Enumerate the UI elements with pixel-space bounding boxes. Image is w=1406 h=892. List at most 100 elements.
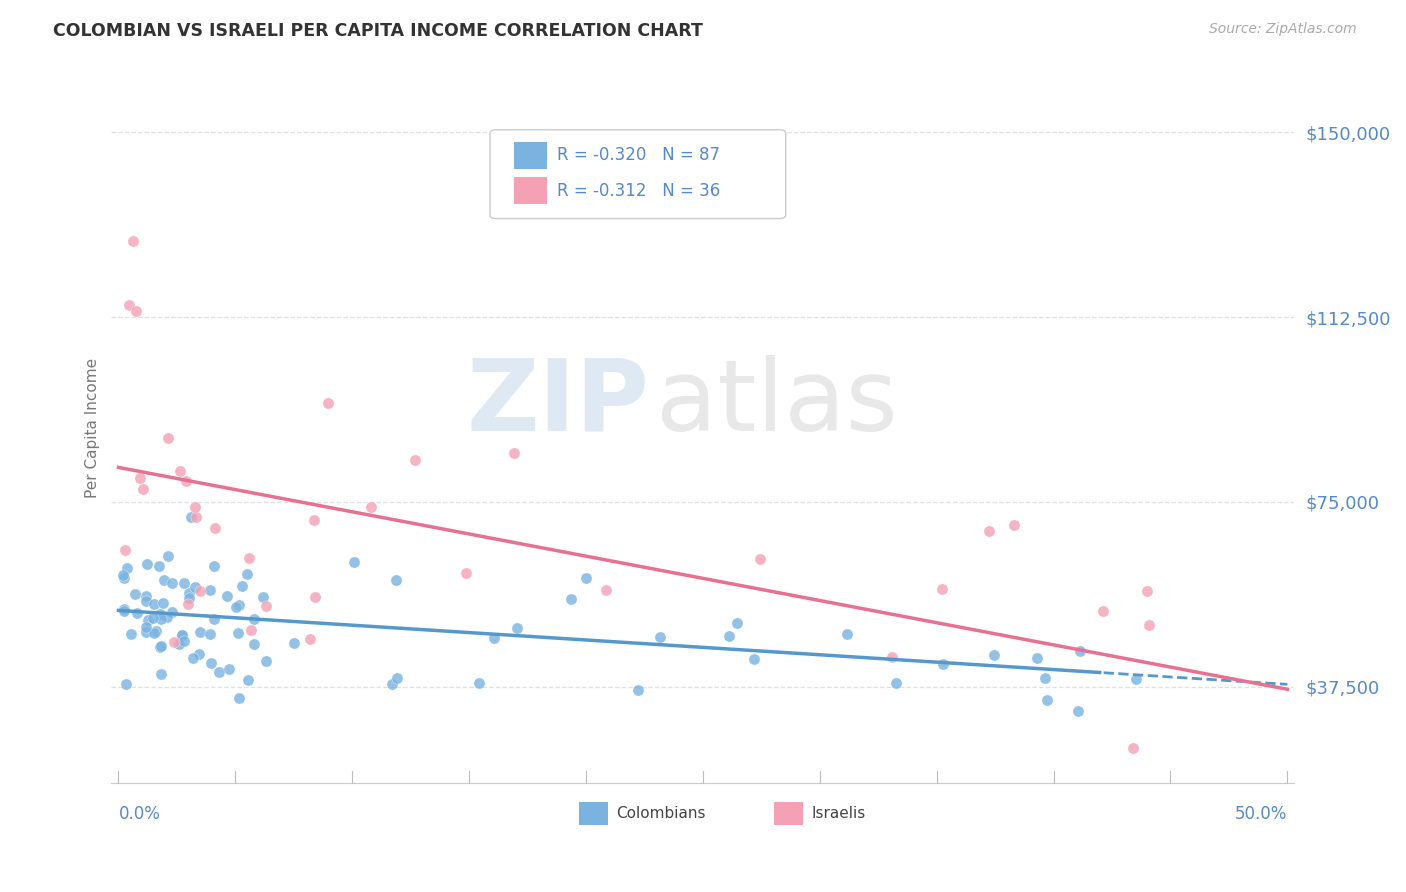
Point: [302, 513, 325, 527]
Point: [381, 677, 404, 691]
Point: [238, 673, 260, 687]
Point: [125, 606, 148, 620]
Point: [184, 509, 207, 524]
Point: [1036, 693, 1059, 707]
Point: [468, 676, 491, 690]
Text: Colombians: Colombians: [617, 806, 706, 821]
Point: [1091, 604, 1114, 618]
Point: [112, 601, 135, 615]
Point: [835, 627, 858, 641]
Point: [118, 298, 141, 312]
Point: [173, 633, 195, 648]
Point: [225, 600, 247, 615]
Point: [120, 626, 142, 640]
Point: [1136, 583, 1159, 598]
Point: [153, 573, 176, 587]
Point: [115, 677, 138, 691]
Point: [404, 453, 426, 467]
Point: [121, 234, 143, 248]
Point: [884, 676, 907, 690]
Point: [239, 624, 262, 638]
Point: [385, 573, 408, 587]
Point: [150, 612, 173, 626]
Point: [128, 470, 150, 484]
Point: [304, 591, 326, 605]
Point: [149, 667, 172, 681]
Point: [177, 591, 200, 605]
Point: [198, 626, 221, 640]
Text: Source: ZipAtlas.com: Source: ZipAtlas.com: [1209, 22, 1357, 37]
Point: [1035, 671, 1057, 685]
Point: [184, 500, 207, 514]
Point: [188, 624, 211, 639]
Point: [136, 613, 159, 627]
Point: [343, 555, 366, 569]
Point: [360, 500, 382, 514]
Point: [254, 654, 277, 668]
Point: [157, 549, 180, 563]
Point: [112, 604, 135, 618]
Point: [238, 551, 260, 566]
Point: [188, 584, 211, 599]
Point: [115, 561, 138, 575]
Text: R = -0.320   N = 87: R = -0.320 N = 87: [557, 146, 720, 164]
Point: [202, 612, 225, 626]
Point: [749, 552, 772, 566]
Point: [160, 605, 183, 619]
Point: [111, 568, 134, 582]
Point: [169, 464, 191, 478]
Point: [135, 557, 157, 571]
Point: [143, 597, 166, 611]
Point: [236, 567, 259, 582]
Point: [200, 582, 222, 597]
Point: [242, 637, 264, 651]
FancyBboxPatch shape: [489, 129, 786, 219]
Point: [204, 521, 226, 535]
Point: [1002, 518, 1025, 533]
Point: [454, 566, 477, 581]
Text: 0.0%: 0.0%: [118, 805, 160, 823]
Point: [243, 612, 266, 626]
Point: [1066, 704, 1088, 718]
Point: [177, 597, 200, 611]
Point: [226, 625, 249, 640]
Point: [184, 580, 207, 594]
Point: [167, 637, 190, 651]
Point: [135, 589, 157, 603]
Point: [145, 624, 167, 638]
Point: [560, 591, 582, 606]
Point: [180, 509, 202, 524]
Point: [132, 483, 155, 497]
Point: [174, 475, 197, 489]
Point: [148, 559, 170, 574]
Bar: [513, 142, 547, 169]
Point: [114, 543, 136, 558]
Text: COLOMBIAN VS ISRAELI PER CAPITA INCOME CORRELATION CHART: COLOMBIAN VS ISRAELI PER CAPITA INCOME C…: [53, 22, 703, 40]
Point: [124, 587, 146, 601]
Point: [160, 576, 183, 591]
Point: [648, 630, 671, 644]
Bar: [513, 178, 547, 204]
Point: [252, 591, 274, 605]
Point: [170, 628, 193, 642]
Point: [172, 628, 194, 642]
Point: [202, 559, 225, 574]
Point: [155, 609, 177, 624]
Point: [177, 586, 200, 600]
Point: [502, 446, 524, 460]
Point: [231, 579, 253, 593]
Point: [742, 652, 765, 666]
Point: [142, 611, 165, 625]
Point: [143, 626, 166, 640]
Point: [1069, 643, 1091, 657]
Point: [135, 620, 157, 634]
Point: [931, 582, 953, 596]
Point: [112, 571, 135, 585]
Bar: [579, 802, 609, 825]
Point: [575, 572, 598, 586]
Point: [200, 656, 222, 670]
Point: [135, 593, 157, 607]
Point: [149, 607, 172, 621]
Point: [149, 640, 172, 655]
Point: [1139, 617, 1161, 632]
